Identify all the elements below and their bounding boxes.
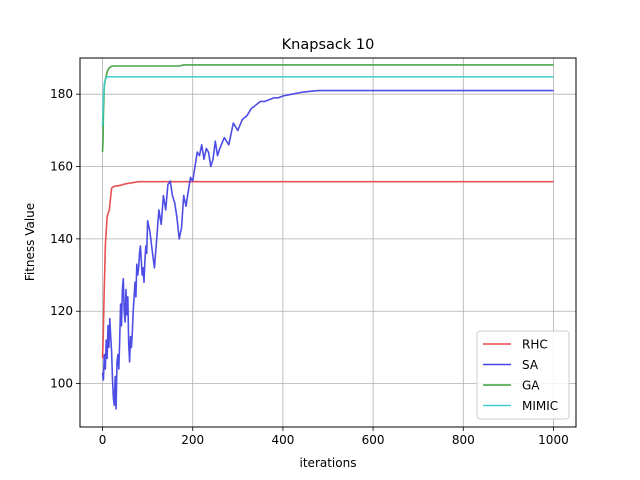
legend-label-rhc: RHC bbox=[522, 338, 548, 352]
y-tick-label: 120 bbox=[50, 304, 73, 318]
x-tick-label: 1000 bbox=[538, 433, 569, 447]
y-axis: 100 120 140 160 180 bbox=[50, 87, 80, 391]
series-line-rhc bbox=[101, 180, 554, 359]
x-tick-label: 800 bbox=[452, 433, 475, 447]
y-tick-label: 100 bbox=[50, 377, 73, 391]
series-line-mimic bbox=[101, 76, 554, 127]
y-axis-label: Fitness Value bbox=[23, 203, 37, 281]
x-tick-label: 600 bbox=[362, 433, 385, 447]
x-tick-label: 0 bbox=[99, 433, 107, 447]
y-tick-label: 180 bbox=[50, 87, 73, 101]
legend-box bbox=[476, 330, 570, 420]
series-line-sa bbox=[101, 89, 554, 410]
y-tick-label: 160 bbox=[50, 160, 73, 174]
series-layer bbox=[101, 64, 554, 410]
grid bbox=[80, 58, 576, 427]
x-tick-label: 200 bbox=[181, 433, 204, 447]
y-tick-label: 140 bbox=[50, 232, 73, 246]
plot-frame bbox=[79, 57, 577, 428]
x-axis: 0 200 400 600 800 1000 bbox=[99, 427, 569, 447]
legend-label-ga: GA bbox=[522, 379, 540, 393]
legend: RHC SA GA MIMIC bbox=[476, 330, 570, 420]
legend-label-mimic: MIMIC bbox=[522, 399, 558, 413]
x-axis-label: iterations bbox=[300, 456, 357, 470]
chart-title: Knapsack 10 bbox=[282, 37, 375, 53]
legend-label-sa: SA bbox=[522, 358, 539, 372]
x-tick-label: 400 bbox=[271, 433, 294, 447]
